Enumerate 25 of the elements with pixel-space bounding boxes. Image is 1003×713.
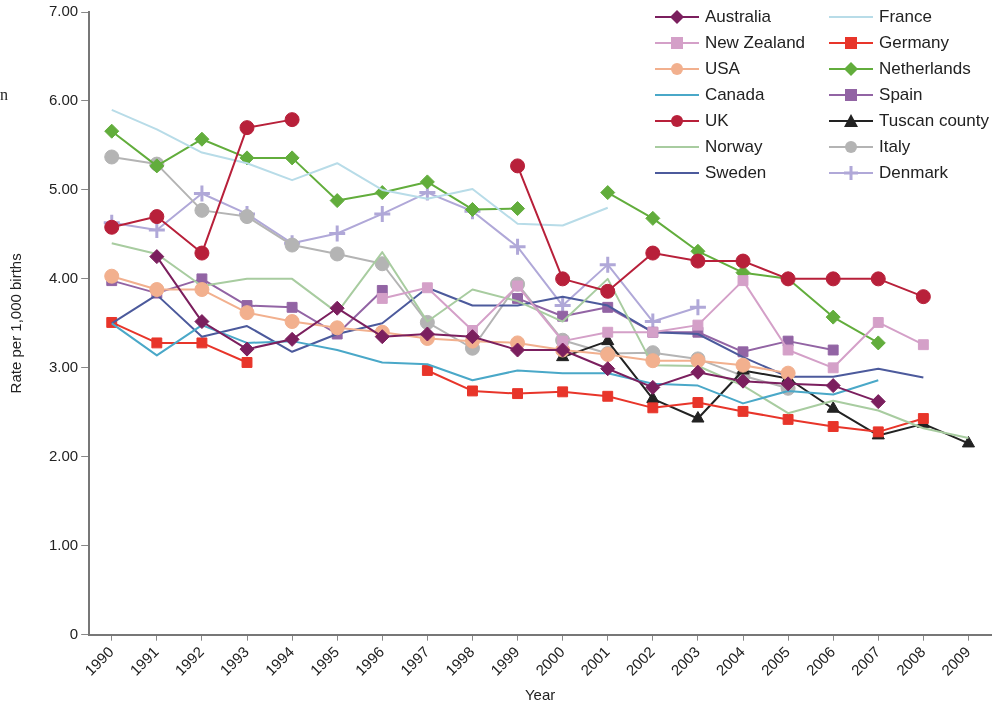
legend-label: Norway [704,137,763,157]
legend-label: Tuscan county [879,111,989,131]
y-tick-label: 5.00 [48,180,79,198]
legend-label: UK [704,111,729,131]
y-tick-label: 0 [69,624,79,642]
y-axis-title: Rate per 1,000 births [7,253,25,394]
legend-label: Sweden [704,163,767,183]
legend-label: USA [704,59,740,79]
y-tick-label: 2.00 [48,446,79,464]
legend-label: Netherlands [879,59,971,79]
y-tick-label: 7.00 [48,2,79,20]
y-tick-label: 3.00 [48,357,79,375]
y-tick-label: 6.00 [48,91,79,109]
text: n [0,86,8,104]
legend-label: Italy [879,137,911,157]
x-axis-title: Year [524,686,556,704]
legend-label: Canada [704,85,765,105]
legend-label: Denmark [879,163,949,183]
legend-label: Spain [879,85,923,105]
legend-label: Australia [704,7,772,27]
y-tick-label: 4.00 [48,269,79,286]
legend-label: France [879,7,932,27]
y-tick-label: 1.00 [48,535,79,553]
legend-label: New Zealand [704,33,806,53]
legend-label: Germany [879,33,949,53]
